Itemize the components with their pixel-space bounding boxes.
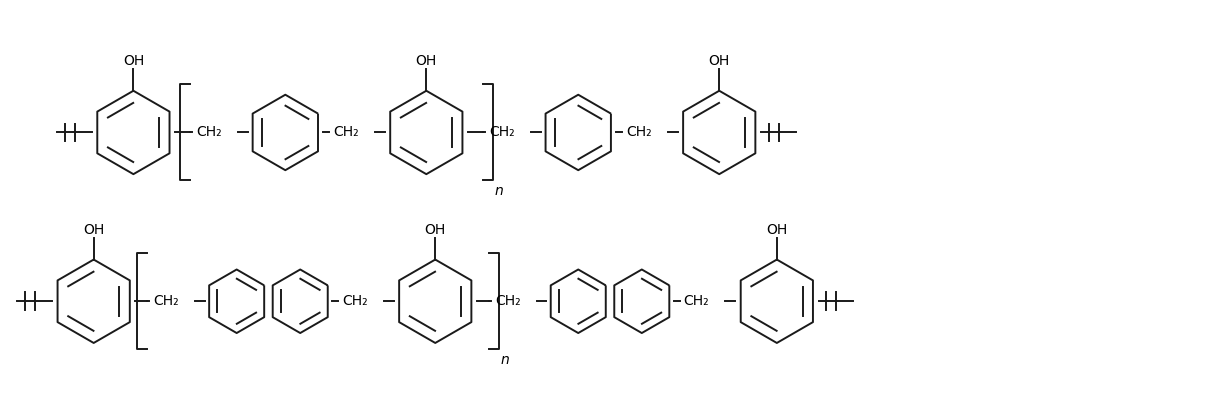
- Text: CH₂: CH₂: [626, 125, 652, 139]
- Text: OH: OH: [415, 54, 437, 68]
- Text: OH: OH: [122, 54, 145, 68]
- Text: OH: OH: [708, 54, 730, 68]
- Text: CH₂: CH₂: [333, 125, 359, 139]
- Text: CH₂: CH₂: [342, 294, 368, 308]
- Text: n: n: [501, 353, 510, 367]
- Text: CH₂: CH₂: [495, 294, 521, 308]
- Text: OH: OH: [425, 223, 446, 237]
- Text: OH: OH: [766, 223, 788, 237]
- Text: CH₂: CH₂: [684, 294, 709, 308]
- Text: OH: OH: [83, 223, 104, 237]
- Text: CH₂: CH₂: [489, 125, 514, 139]
- Text: n: n: [495, 184, 503, 199]
- Text: CH₂: CH₂: [153, 294, 179, 308]
- Text: CH₂: CH₂: [196, 125, 222, 139]
